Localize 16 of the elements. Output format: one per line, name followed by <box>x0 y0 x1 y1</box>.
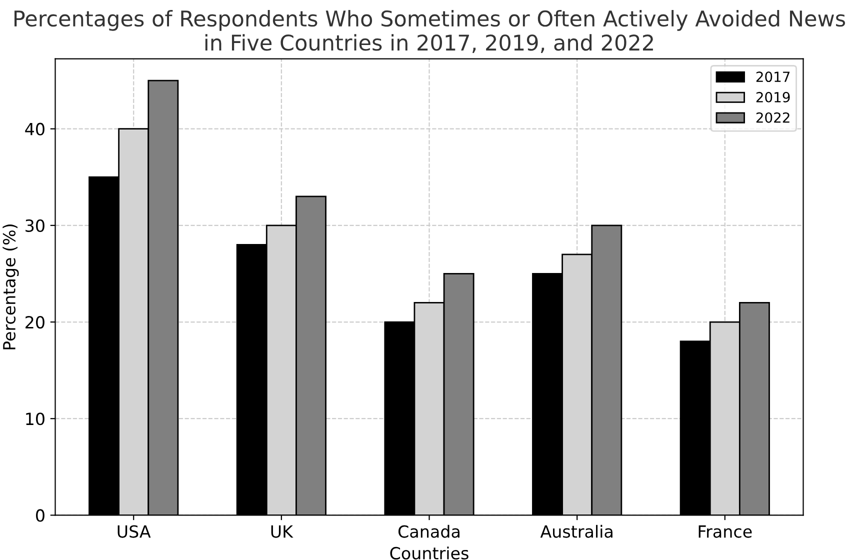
y-axis-title: Percentage (%) <box>2 224 19 350</box>
x-tick-label: UK <box>271 525 294 538</box>
legend-label: 2022 <box>756 112 790 123</box>
y-tick-label: 10 <box>26 412 44 426</box>
y-tick-label: 40 <box>25 122 44 136</box>
y-tick-label: 30 <box>26 219 44 232</box>
y-tick-label: 0 <box>36 509 44 522</box>
x-axis-title: Countries <box>390 546 468 560</box>
x-tick-label: Canada <box>398 524 460 538</box>
x-tick-label: France <box>698 525 752 538</box>
legend-label: 2017 <box>756 72 790 82</box>
x-tick-label: USA <box>118 525 151 538</box>
legend-label: 2019 <box>756 92 790 102</box>
x-tick-label: Australia <box>540 524 612 538</box>
chart-title: Percentages of Respondents Who Sometimes or Often Actively Avoided News in Five Countries in 2017, 2019, and 2022 <box>14 10 846 53</box>
y-tick-label: 20 <box>26 316 44 329</box>
